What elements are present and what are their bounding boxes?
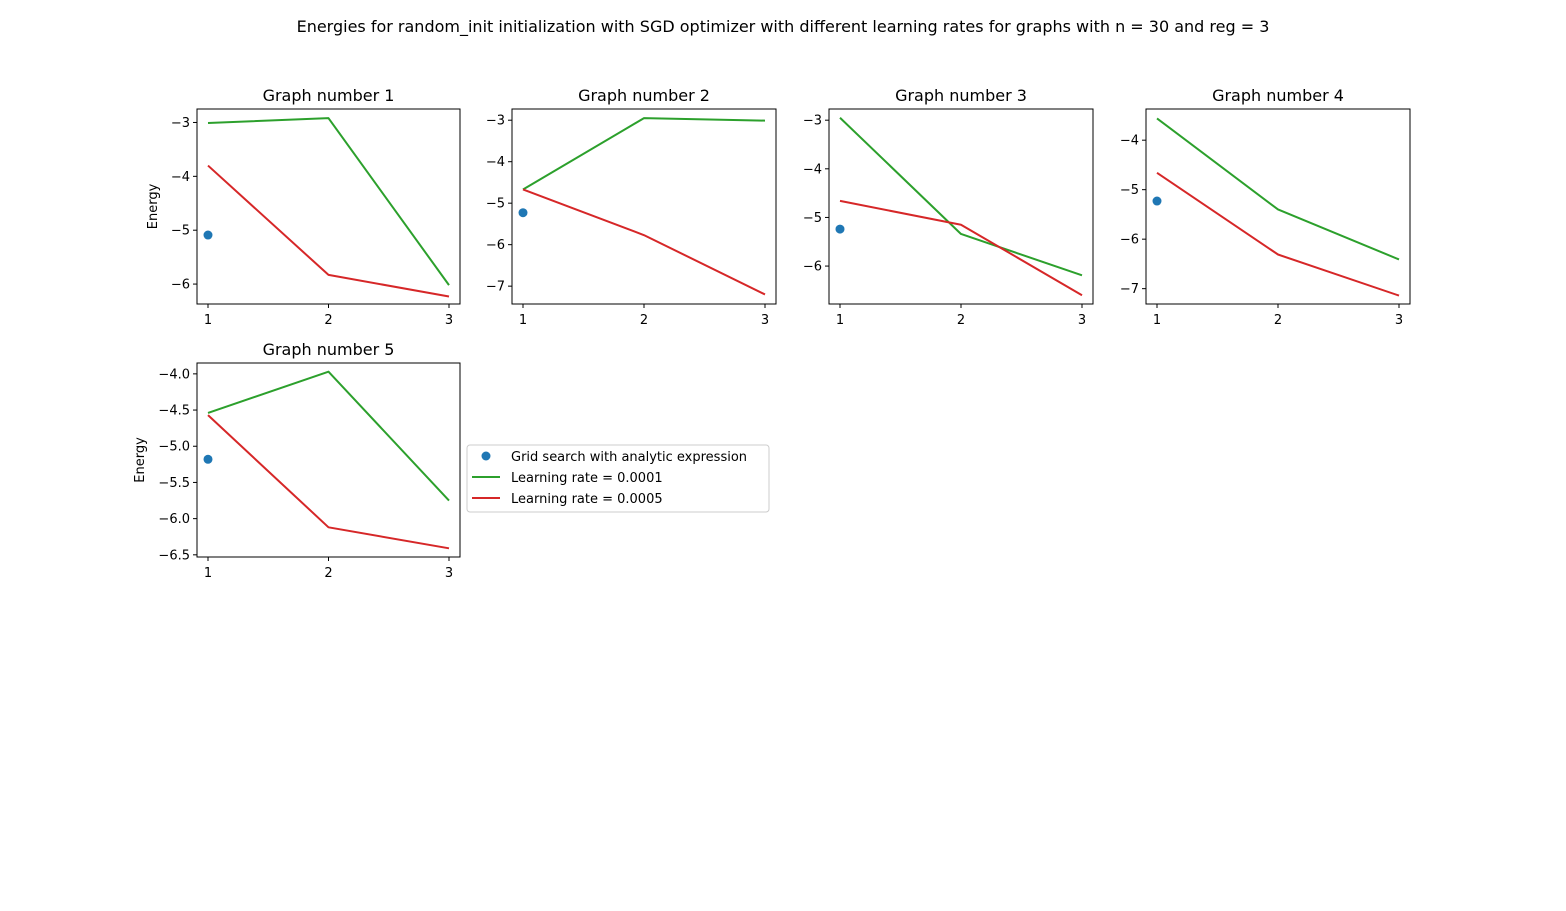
subplot-title: Graph number 1 bbox=[263, 86, 395, 105]
subplot-5: Graph number 5 Energy 1 2 3 −4.0 −4.5 −5.0 −5.5 −… bbox=[133, 340, 461, 581]
legend: Grid search with analytic expression Lear… bbox=[466, 444, 770, 513]
subplot-title: Graph number 2 bbox=[578, 86, 710, 105]
y-tick-label: −6 bbox=[1120, 233, 1139, 248]
series-line bbox=[1156, 172, 1400, 297]
x-tick-label: 2 bbox=[957, 313, 965, 328]
legend-box bbox=[466, 444, 770, 513]
y-tick-label: −7 bbox=[486, 280, 505, 295]
x-tick-label: 1 bbox=[519, 313, 527, 328]
series-line bbox=[207, 414, 450, 550]
x-tick-label: 3 bbox=[445, 313, 453, 328]
series-line bbox=[522, 188, 766, 296]
x-tick-label: 1 bbox=[204, 313, 212, 328]
subplot-title: Graph number 5 bbox=[263, 340, 395, 359]
y-tick-label: −4 bbox=[486, 155, 505, 170]
y-tick-label: −6.0 bbox=[158, 512, 190, 527]
x-tick-label: 2 bbox=[1274, 313, 1282, 328]
series-line bbox=[1156, 117, 1400, 261]
series-line bbox=[839, 117, 1083, 277]
legend-entry: Grid search with analytic expression bbox=[481, 450, 747, 465]
subplot-title: Graph number 4 bbox=[1212, 86, 1344, 105]
y-tick-label: −3 bbox=[486, 114, 505, 129]
scatter-point bbox=[518, 208, 528, 218]
y-tick-label: −5.0 bbox=[158, 440, 190, 455]
series-line bbox=[207, 164, 450, 298]
x-tick-label: 3 bbox=[445, 566, 453, 581]
y-tick-label: −3 bbox=[171, 116, 190, 131]
y-tick-label: −4.5 bbox=[158, 404, 190, 419]
series-line bbox=[207, 370, 450, 502]
y-tick-label: −5 bbox=[1120, 183, 1139, 198]
y-tick-label: −6 bbox=[803, 260, 822, 275]
scatter-point bbox=[203, 230, 213, 240]
series-line bbox=[839, 199, 1083, 297]
x-tick-label: 1 bbox=[204, 566, 212, 581]
subplot-title: Graph number 3 bbox=[895, 86, 1027, 105]
y-axis-label: Energy bbox=[146, 183, 161, 229]
y-tick-label: −6 bbox=[171, 278, 190, 293]
series-line bbox=[522, 117, 766, 191]
y-tick-label: −6 bbox=[486, 238, 505, 253]
scatter-point bbox=[835, 224, 845, 234]
y-tick-label: −4 bbox=[171, 170, 190, 185]
y-tick-label: −4.0 bbox=[158, 367, 190, 382]
y-tick-label: −5.5 bbox=[158, 476, 190, 491]
scatter-point bbox=[1152, 196, 1162, 206]
x-tick-label: 1 bbox=[1153, 313, 1161, 328]
y-tick-label: −3 bbox=[803, 114, 822, 129]
legend-label: Grid search with analytic expression bbox=[511, 450, 747, 465]
scatter-point bbox=[203, 454, 213, 464]
x-tick-label: 2 bbox=[640, 313, 648, 328]
subplot-2: Graph number 2 1 2 3 −3 −4 −5 −6 −7 bbox=[486, 86, 777, 328]
x-tick-label: 1 bbox=[836, 313, 844, 328]
legend-entry: Learning rate = 0.0001 bbox=[472, 471, 663, 486]
subplot-1: Graph number 1 Energy 1 2 3 −3 −4 −5 −6 bbox=[146, 86, 461, 328]
legend-entry: Learning rate = 0.0005 bbox=[472, 492, 663, 507]
y-tick-label: −4 bbox=[803, 162, 822, 177]
y-tick-label: −5 bbox=[803, 211, 822, 226]
y-tick-label: −6.5 bbox=[158, 548, 190, 563]
legend-marker-dot bbox=[481, 451, 491, 461]
y-tick-label: −5 bbox=[486, 197, 505, 212]
x-tick-label: 2 bbox=[324, 313, 332, 328]
x-tick-label: 2 bbox=[324, 566, 332, 581]
x-tick-label: 3 bbox=[1078, 313, 1086, 328]
legend-label: Learning rate = 0.0005 bbox=[511, 492, 663, 507]
figure-suptitle: Energies for random_init initialization … bbox=[297, 17, 1270, 37]
y-axis-label: Energy bbox=[133, 437, 148, 483]
subplot-3: Graph number 3 1 2 3 −3 −4 −5 −6 bbox=[803, 86, 1094, 328]
legend-label: Learning rate = 0.0001 bbox=[511, 471, 663, 486]
y-tick-label: −4 bbox=[1120, 134, 1139, 149]
y-tick-label: −5 bbox=[171, 224, 190, 239]
x-tick-label: 3 bbox=[1395, 313, 1403, 328]
series-line bbox=[207, 117, 450, 286]
y-tick-label: −7 bbox=[1120, 282, 1139, 297]
subplot-4: Graph number 4 1 2 3 −4 −5 −6 −7 bbox=[1120, 86, 1411, 328]
x-tick-label: 3 bbox=[761, 313, 769, 328]
